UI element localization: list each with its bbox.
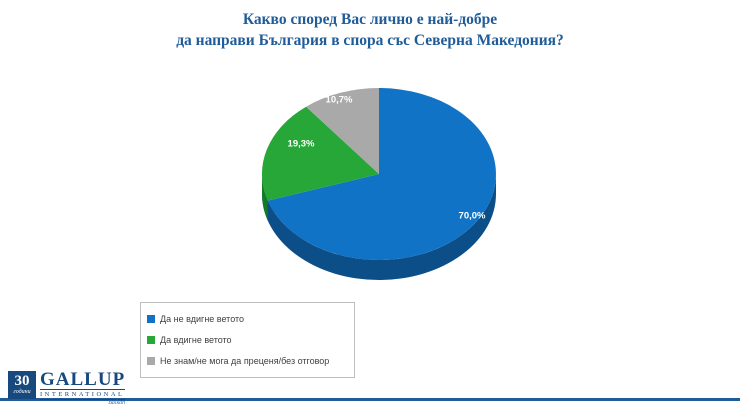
brand-name: GALLUP xyxy=(40,369,126,390)
badge-caption: години xyxy=(13,389,31,395)
pie-slice-2 xyxy=(306,87,379,174)
badge-number: 30 xyxy=(14,373,30,389)
pie-side-wall xyxy=(262,174,496,280)
legend-swatch-gray xyxy=(147,356,155,365)
chart-title-line1: Какво според Вас лично е най-добре xyxy=(242,11,498,28)
legend-item: Не знам/не мога да преценя/без отговор xyxy=(147,356,348,366)
legend-label: Не знам/не мога да преценя/без отговор xyxy=(160,355,330,366)
pie-slice-value-label: 70,0% xyxy=(459,211,486,222)
legend-item: Да вдигне ветото xyxy=(147,335,348,345)
brand-subtitle: INTERNATIONAL xyxy=(40,389,125,400)
footer-divider xyxy=(0,398,740,401)
legend-item: Да не вдигне ветото xyxy=(147,314,348,324)
legend-swatch-blue xyxy=(147,315,155,324)
legend-swatch-green xyxy=(147,335,155,344)
legend-label: Да не вдигне ветото xyxy=(160,314,245,325)
pie-slice-value-label: 19,3% xyxy=(288,139,315,150)
gallup-wordmark: GALLUP INTERNATIONAL Balkan xyxy=(40,369,126,406)
pie-slice-0 xyxy=(267,88,496,260)
pie-side-wall-secondary xyxy=(261,174,268,221)
chart-title: Какво според Вас лично е най-добре да на… xyxy=(0,9,740,51)
brand-region: Balkan xyxy=(108,400,126,406)
pie-slice-1 xyxy=(261,106,379,201)
chart-legend: Да не вдигне ветото Да вдигне ветото Не … xyxy=(140,302,355,378)
gallup-logo: 30 години GALLUP INTERNATIONAL Balkan xyxy=(8,369,126,406)
pie-slice-value-label: 10,7% xyxy=(326,95,353,106)
chart-title-line2: да направи България в спора със Северна … xyxy=(176,32,564,49)
gallup-30-years-badge: 30 години xyxy=(8,371,36,399)
legend-label: Да вдигне ветото xyxy=(160,334,232,345)
